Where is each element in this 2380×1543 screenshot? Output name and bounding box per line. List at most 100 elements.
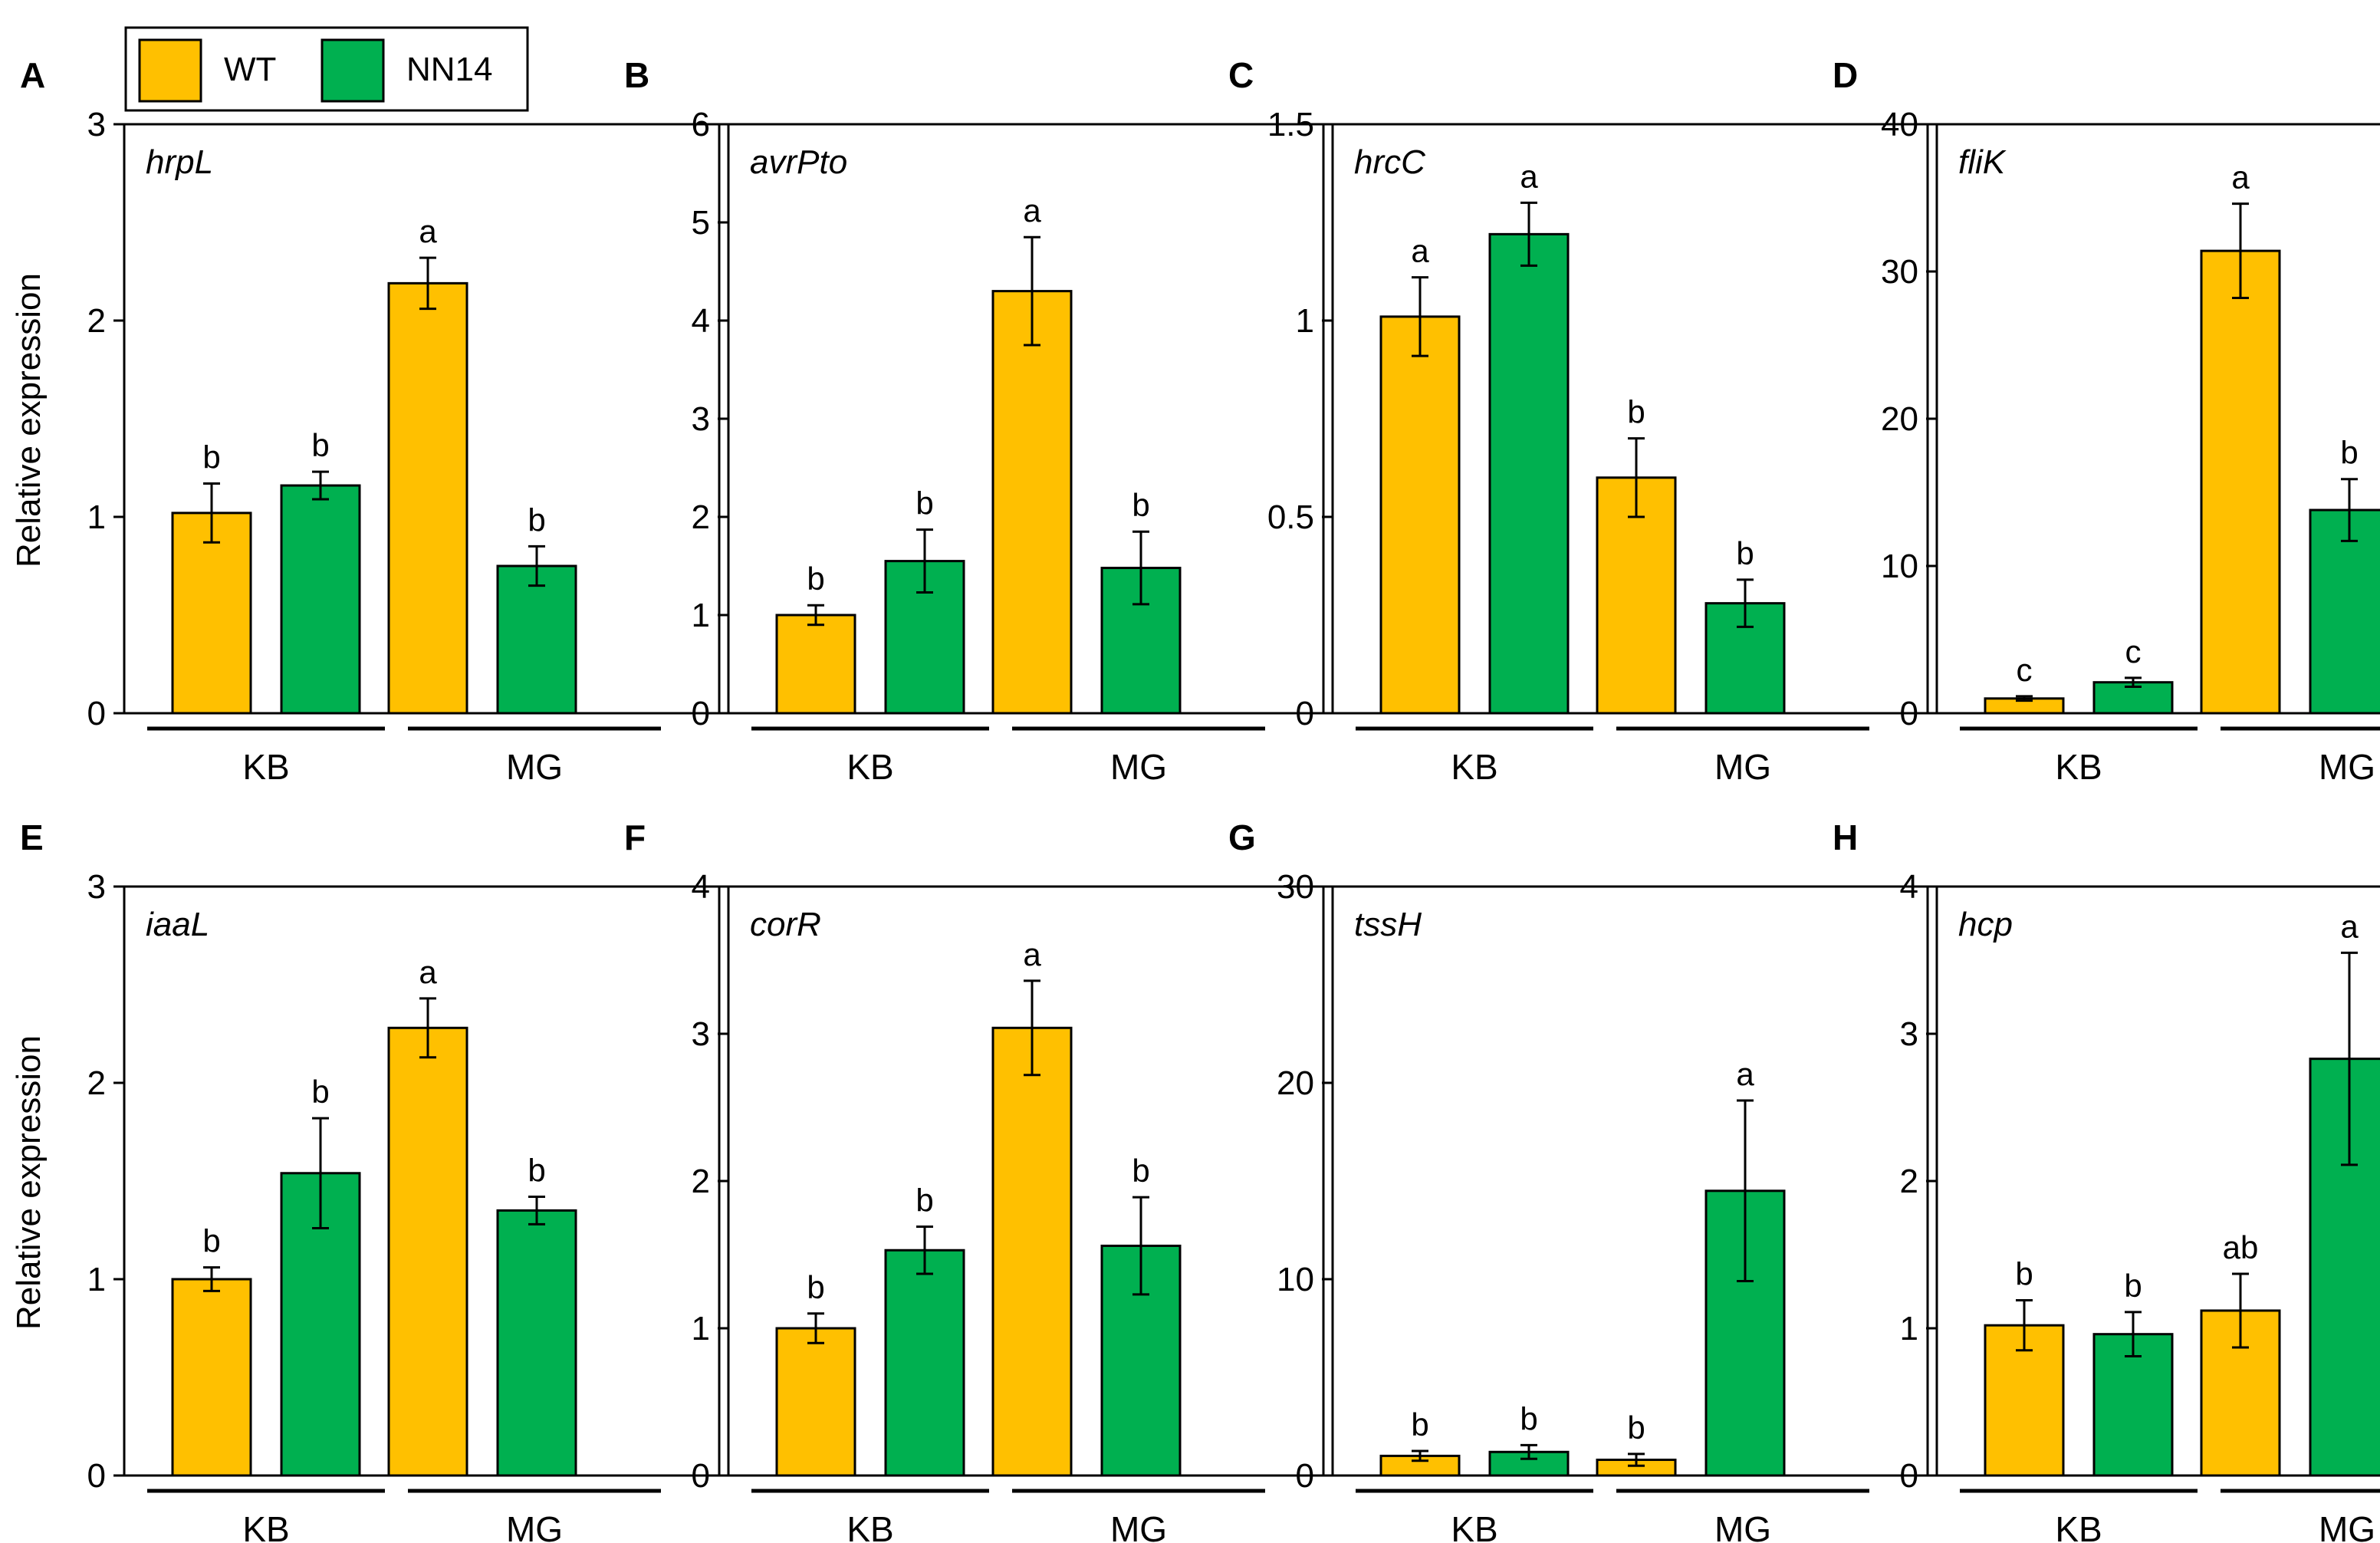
panel-E: E 0 1 2 3 iaaL b b a b KB MG bbox=[20, 818, 721, 1543]
significance-letter: b bbox=[311, 1074, 329, 1110]
y-tick-label: 4 bbox=[692, 302, 710, 340]
y-tick-label: 1 bbox=[692, 597, 710, 634]
significance-letter: b bbox=[1627, 394, 1645, 430]
panel-letter: E bbox=[20, 818, 44, 857]
significance-letter: a bbox=[1023, 192, 1041, 229]
y-tick-label: 0.5 bbox=[1267, 498, 1314, 536]
significance-letter: a bbox=[1520, 158, 1538, 194]
group-label-mg: MG bbox=[1110, 1509, 1167, 1543]
significance-letter: b bbox=[916, 485, 933, 521]
significance-letter: a bbox=[1023, 936, 1041, 972]
panel-letter: F bbox=[624, 818, 646, 857]
panel-letter: C bbox=[1228, 55, 1254, 95]
y-tick-label: 1 bbox=[692, 1310, 710, 1347]
bar-nn14-mg bbox=[496, 564, 577, 715]
bar-wt-kb bbox=[171, 1278, 252, 1477]
bar-nn14-kb bbox=[1488, 232, 1570, 715]
bar-wt-mg bbox=[2200, 249, 2281, 715]
y-tick-label: 1 bbox=[1296, 302, 1314, 340]
group-label-kb: KB bbox=[1451, 1509, 1497, 1543]
group-label-kb: KB bbox=[242, 747, 289, 787]
significance-letter: b bbox=[1411, 1406, 1428, 1443]
y-tick-label: 0 bbox=[692, 695, 710, 732]
group-label-kb: KB bbox=[2055, 747, 2102, 787]
group-label-kb: KB bbox=[846, 747, 893, 787]
panel-C: C 0 0.5 1 1.5 hrcC a a b b KB MG bbox=[1228, 55, 1929, 787]
y-tick-label: 5 bbox=[692, 204, 710, 242]
y-tick-label: 4 bbox=[1900, 868, 1918, 906]
significance-letter: b bbox=[916, 1183, 933, 1219]
y-tick-label: 6 bbox=[692, 106, 710, 143]
y-tick-label: 3 bbox=[692, 400, 710, 438]
y-tick-label: 20 bbox=[1881, 400, 1918, 438]
bar-wt-kb bbox=[1379, 315, 1461, 715]
y-tick-label: 10 bbox=[1277, 1261, 1314, 1298]
significance-letter: b bbox=[2124, 1268, 2142, 1304]
y-tick-label: 3 bbox=[87, 868, 106, 906]
bar-nn14-kb bbox=[280, 484, 361, 715]
significance-letter: b bbox=[1132, 487, 1149, 523]
gene-label: iaaL bbox=[146, 906, 209, 943]
significance-letter: b bbox=[528, 502, 545, 538]
gene-label: tssH bbox=[1354, 906, 1422, 943]
y-tick-label: 0 bbox=[1900, 695, 1918, 732]
group-label-mg: MG bbox=[1110, 747, 1167, 787]
legend: WT NN14 bbox=[124, 26, 529, 112]
y-tick-label: 2 bbox=[692, 498, 710, 536]
legend-label-wt: WT bbox=[224, 51, 276, 88]
panel-B: B 0 1 2 3 4 5 6 avrPto b b a b KB MG bbox=[624, 55, 1325, 787]
y-tick-label: 1 bbox=[1900, 1310, 1918, 1347]
y-tick-label: 3 bbox=[692, 1015, 710, 1053]
gene-label: corR bbox=[750, 906, 821, 943]
legend-label-nn14: NN14 bbox=[406, 51, 493, 88]
y-tick-label: 1 bbox=[87, 1261, 106, 1298]
y-tick-label: 2 bbox=[1900, 1163, 1918, 1200]
y-tick-label: 0 bbox=[87, 1457, 106, 1495]
y-tick-label: 2 bbox=[87, 1064, 106, 1102]
group-label-mg: MG bbox=[1714, 747, 1771, 787]
y-tick-label: 0 bbox=[87, 695, 106, 732]
y-tick-label: 1 bbox=[87, 498, 106, 536]
y-axis-label-bottom: Relative expression bbox=[10, 1035, 48, 1330]
bar-wt-mg bbox=[991, 1026, 1073, 1477]
y-tick-label: 0 bbox=[1296, 695, 1314, 732]
y-tick-label: 30 bbox=[1881, 253, 1918, 291]
significance-letter: a bbox=[1411, 233, 1429, 269]
y-tick-label: 3 bbox=[1900, 1015, 1918, 1053]
panel-F: F 0 1 2 3 4 corR b b a b KB MG bbox=[624, 818, 1325, 1543]
significance-letter: b bbox=[1736, 535, 1754, 571]
y-axis-label-top: Relative expression bbox=[10, 273, 48, 568]
group-label-mg: MG bbox=[1714, 1509, 1771, 1543]
group-label-kb: KB bbox=[2055, 1509, 2102, 1543]
significance-letter: b bbox=[311, 427, 329, 463]
bar-wt-mg bbox=[387, 1026, 468, 1477]
significance-letter: b bbox=[807, 1269, 824, 1305]
significance-letter: b bbox=[202, 1223, 220, 1259]
group-label-mg: MG bbox=[2319, 1509, 2375, 1543]
significance-letter: b bbox=[202, 439, 220, 475]
bar-nn14-mg bbox=[2309, 508, 2380, 715]
y-tick-label: 3 bbox=[87, 106, 106, 143]
bar-wt-mg bbox=[387, 281, 468, 715]
significance-letter: ab bbox=[2223, 1229, 2259, 1265]
bar-wt-mg bbox=[991, 290, 1073, 715]
y-tick-label: 0 bbox=[692, 1457, 710, 1495]
significance-letter: a bbox=[419, 954, 437, 990]
significance-letter: b bbox=[2015, 1256, 2033, 1292]
gene-label: fliK bbox=[1958, 143, 2007, 181]
y-tick-label: 1.5 bbox=[1267, 106, 1314, 143]
significance-letter: a bbox=[419, 213, 437, 249]
y-tick-label: 30 bbox=[1277, 868, 1314, 906]
gene-label: hrcC bbox=[1354, 143, 1426, 181]
panel-D: D 0 10 20 30 40 fliK c c a b KB MG bbox=[1833, 55, 2380, 787]
bar-nn14-kb bbox=[2092, 1333, 2174, 1477]
y-tick-label: 40 bbox=[1881, 106, 1918, 143]
gene-label: avrPto bbox=[750, 143, 847, 181]
y-tick-label: 20 bbox=[1277, 1064, 1314, 1102]
significance-letter: a bbox=[2340, 908, 2359, 944]
bar-nn14-mg bbox=[496, 1209, 577, 1477]
significance-letter: b bbox=[1520, 1400, 1537, 1436]
group-label-kb: KB bbox=[1451, 747, 1497, 787]
